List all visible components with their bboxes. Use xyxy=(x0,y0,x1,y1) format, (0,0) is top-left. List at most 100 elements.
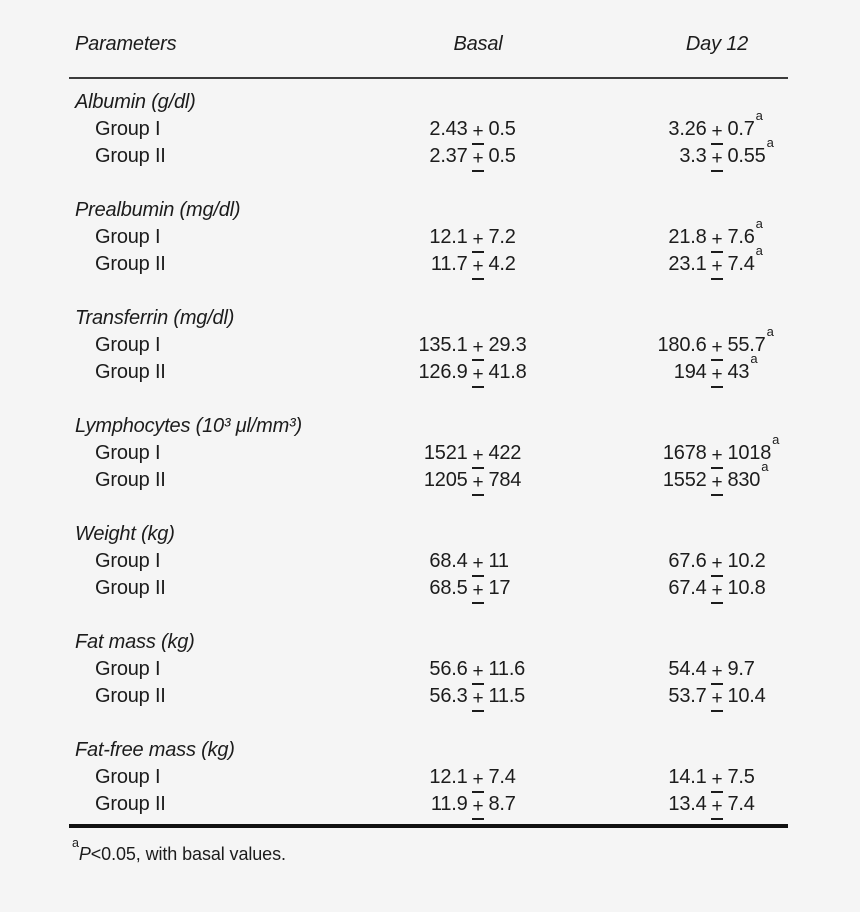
mean-value: 1552 xyxy=(662,469,707,491)
empty-cell xyxy=(357,197,599,224)
column-header-day12: Day 12 xyxy=(685,33,749,55)
significance-marker: a xyxy=(766,135,774,151)
parameter-name: Albumin (g/dl) xyxy=(75,91,196,113)
day12-value: 3.3 +0.55a xyxy=(599,136,835,172)
significance-marker: a xyxy=(750,351,758,367)
basal-value: 11.9 +8.7 xyxy=(357,791,599,820)
sd-value: 11 xyxy=(488,550,509,572)
column-header-parameters: Parameters xyxy=(75,33,177,55)
table-section: Fat-free mass (kg) Group I 12.1 +7.4 14.1 +7.… xyxy=(69,737,860,820)
section-title-row: Transferrin (mg/dl) xyxy=(69,305,860,332)
empty-cell xyxy=(357,521,599,548)
mean-value: 67.4 xyxy=(668,577,707,599)
basal-value: 1205 +784 xyxy=(357,467,599,496)
table-row: Group I 1521 +422 1678 +1018a xyxy=(69,432,860,469)
sd-value: 0.5 xyxy=(488,145,516,167)
table-section: Fat mass (kg) Group I 56.6 +11.6 54.4 +9.7 Gro… xyxy=(69,629,860,712)
mean-value: 56.3 xyxy=(429,685,468,707)
day12-value: 1552 +830a xyxy=(599,459,835,496)
sd-value: 11.6 xyxy=(488,658,526,680)
plus-minus-symbol: + xyxy=(471,581,485,604)
group-label: Group II xyxy=(95,361,166,383)
mean-value: 67.6 xyxy=(668,550,707,572)
sd-value: 43a xyxy=(727,351,758,383)
mean-value: 11.7 xyxy=(430,253,468,275)
empty-cell xyxy=(599,521,835,548)
table-section: Lymphocytes (10³ μl/mm³) Group I 1521 +422 1… xyxy=(69,413,860,496)
day12-value: 53.7 +10.4 xyxy=(599,683,835,712)
table-row: Group II 11.7 +4.2 23.1 +7.4a xyxy=(69,244,860,280)
group-label: Group II xyxy=(95,253,166,275)
sd-value: 1018a xyxy=(727,432,780,464)
plus-minus-symbol: + xyxy=(710,338,724,361)
plus-minus-symbol: + xyxy=(471,122,485,145)
plus-minus-symbol: + xyxy=(710,797,724,820)
plus-minus-symbol: + xyxy=(710,473,724,496)
group-label: Group I xyxy=(95,442,161,464)
sd-value: 830a xyxy=(727,459,769,491)
footnote-marker: a xyxy=(72,836,79,850)
significance-marker: a xyxy=(755,216,763,232)
sd-value: 7.2 xyxy=(488,226,516,248)
day12-value: 67.6 +10.2 xyxy=(599,548,835,577)
plus-minus-symbol: + xyxy=(710,122,724,145)
table-section: Weight (kg) Group I 68.4 +11 67.6 +10.2 Group … xyxy=(69,521,860,604)
parameter-name: Fat-free mass (kg) xyxy=(75,739,235,761)
footnote-text: <0.05, with basal values. xyxy=(90,844,286,864)
sd-value: 7.5 xyxy=(727,766,755,788)
mean-value: 3.3 xyxy=(679,145,707,167)
sd-value: 8.7 xyxy=(488,793,516,815)
empty-cell xyxy=(599,629,835,656)
basal-value: 11.7 +4.2 xyxy=(357,251,599,280)
empty-cell xyxy=(599,305,835,332)
sd-value: 41.8 xyxy=(488,361,527,383)
plus-minus-symbol: + xyxy=(710,581,724,604)
parameter-name: Prealbumin (mg/dl) xyxy=(75,199,241,221)
group-label: Group I xyxy=(95,226,161,248)
significance-marker: a xyxy=(772,432,780,448)
empty-cell xyxy=(599,737,835,764)
day12-value: 180.6 +55.7a xyxy=(599,324,835,361)
basal-value: 56.6 +11.6 xyxy=(357,656,599,685)
sd-value: 784 xyxy=(488,469,522,491)
sd-value: 55.7a xyxy=(727,324,774,356)
empty-cell xyxy=(599,89,835,116)
sd-value: 10.4 xyxy=(727,685,766,707)
sd-value: 0.5 xyxy=(488,118,516,140)
empty-cell xyxy=(357,737,599,764)
footnote-p-symbol: P xyxy=(78,844,91,864)
basal-value: 68.4 +11 xyxy=(357,548,599,577)
empty-cell xyxy=(599,197,835,224)
sd-value: 0.7a xyxy=(727,108,763,140)
parameter-name: Fat mass (kg) xyxy=(75,631,195,653)
plus-minus-symbol: + xyxy=(710,257,724,280)
group-label: Group I xyxy=(95,118,161,140)
basal-value: 135.1 +29.3 xyxy=(357,332,599,361)
basal-value: 12.1 +7.2 xyxy=(357,224,599,253)
mean-value: 135.1 xyxy=(418,334,468,356)
day12-value: 21.8 +7.6a xyxy=(599,217,835,253)
mean-value: 53.7 xyxy=(668,685,707,707)
header-rule xyxy=(69,77,788,79)
plus-minus-symbol: + xyxy=(471,338,485,361)
plus-minus-symbol: + xyxy=(471,365,485,388)
plus-minus-symbol: + xyxy=(471,770,485,793)
table-row: Group II 1205 +784 1552 +830a xyxy=(69,459,860,496)
mean-value: 68.4 xyxy=(429,550,468,572)
basal-value: 56.3 +11.5 xyxy=(357,683,599,712)
table-body: Albumin (g/dl) Group I 2.43 +0.5 3.26 +0.7a Gr… xyxy=(69,79,860,820)
mean-value: 2.43 xyxy=(429,118,468,140)
mean-value: 23.1 xyxy=(668,253,707,275)
group-label: Group II xyxy=(95,793,166,815)
basal-value: 2.37 +0.5 xyxy=(357,143,599,172)
group-label: Group I xyxy=(95,334,161,356)
table-row: Group II 11.9 +8.7 13.4 +7.4 xyxy=(69,791,860,820)
mean-value: 12.1 xyxy=(429,766,468,788)
day12-value: 23.1 +7.4a xyxy=(599,244,835,280)
mean-value: 14.1 xyxy=(668,766,707,788)
plus-minus-symbol: + xyxy=(471,446,485,469)
table-row: Group I 2.43 +0.5 3.26 +0.7a xyxy=(69,108,860,145)
basal-value: 2.43 +0.5 xyxy=(357,116,599,145)
empty-cell xyxy=(599,413,835,440)
